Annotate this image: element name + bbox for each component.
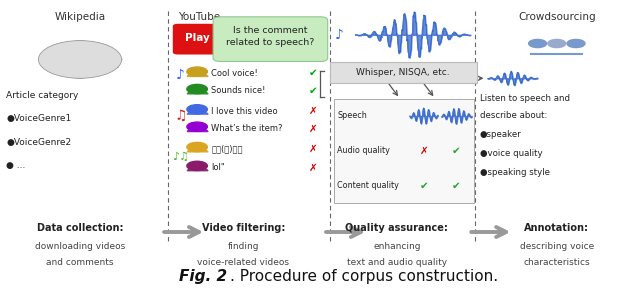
Text: Play: Play [185, 33, 209, 43]
Text: ✗: ✗ [309, 106, 318, 116]
Text: ♪♫: ♪♫ [172, 152, 189, 162]
Circle shape [529, 39, 547, 48]
Text: ✗: ✗ [419, 146, 428, 156]
Text: ♫: ♫ [174, 109, 187, 123]
Circle shape [187, 122, 207, 131]
FancyBboxPatch shape [173, 24, 221, 55]
Text: ✗: ✗ [309, 144, 318, 154]
Text: Whisper, NISQA, etc.: Whisper, NISQA, etc. [356, 68, 450, 77]
Text: Audio quality: Audio quality [337, 146, 390, 155]
Text: Is the comment
related to speech?: Is the comment related to speech? [226, 26, 315, 47]
Text: ✗: ✗ [309, 124, 318, 133]
Circle shape [187, 67, 207, 76]
Text: ✔: ✔ [309, 68, 318, 78]
Text: Annotation:: Annotation: [524, 223, 589, 233]
Text: enhancing: enhancing [373, 242, 420, 251]
Text: ●speaker: ●speaker [480, 130, 522, 139]
Text: ●voice quality: ●voice quality [480, 149, 543, 158]
Circle shape [567, 39, 585, 48]
Circle shape [548, 39, 566, 48]
Text: ♪: ♪ [176, 68, 185, 82]
Text: ✔: ✔ [309, 86, 318, 96]
Circle shape [187, 142, 207, 152]
Text: What’s the item?: What’s the item? [211, 124, 283, 133]
Circle shape [187, 84, 207, 94]
Text: finding: finding [227, 242, 259, 251]
Text: YouTube: YouTube [178, 12, 220, 22]
Text: ✔: ✔ [452, 146, 461, 156]
Text: Sounds nice!: Sounds nice! [211, 86, 266, 95]
Text: ✗: ✗ [309, 163, 318, 173]
Text: Quality assurance:: Quality assurance: [346, 223, 448, 233]
Text: Video filtering:: Video filtering: [202, 223, 285, 233]
Text: Fig. 2: Fig. 2 [179, 269, 227, 284]
Text: Wikipedia: Wikipedia [54, 12, 106, 22]
Text: Data collection:: Data collection: [36, 223, 124, 233]
FancyBboxPatch shape [330, 62, 477, 83]
Text: lol": lol" [211, 163, 225, 172]
Text: ✔: ✔ [452, 181, 461, 191]
Text: ●VoiceGenre1: ●VoiceGenre1 [6, 114, 72, 124]
Text: and comments: and comments [46, 258, 114, 267]
Text: ♪: ♪ [335, 28, 344, 42]
Text: voice-related videos: voice-related videos [197, 258, 289, 267]
FancyBboxPatch shape [213, 17, 328, 61]
Circle shape [38, 41, 122, 78]
Text: downloading videos: downloading videos [35, 242, 125, 251]
Text: Article category: Article category [6, 91, 79, 100]
Text: ✔: ✔ [419, 181, 428, 191]
Text: . Procedure of corpus construction.: . Procedure of corpus construction. [230, 269, 499, 284]
Text: Cool voice!: Cool voice! [211, 69, 258, 78]
Text: ● ...: ● ... [6, 161, 26, 170]
Text: ●speaking style: ●speaking style [480, 168, 550, 177]
Circle shape [187, 105, 207, 114]
Text: I love this video: I love this video [211, 106, 278, 116]
Text: Content quality: Content quality [337, 181, 399, 190]
Text: describing voice: describing voice [520, 242, 594, 251]
Text: text and audio quality: text and audio quality [347, 258, 447, 267]
Text: describe about:: describe about: [480, 111, 547, 121]
Text: ゜＿(ツ)＿゜: ゜＿(ツ)＿゜ [211, 144, 243, 153]
Text: Listen to speech and: Listen to speech and [480, 94, 570, 103]
Bar [334, 99, 474, 203]
Text: characteristics: characteristics [524, 258, 590, 267]
Text: ●VoiceGenre2: ●VoiceGenre2 [6, 137, 72, 147]
Circle shape [187, 161, 207, 171]
Text: Speech: Speech [337, 111, 367, 121]
Text: Crowdsourcing: Crowdsourcing [518, 12, 596, 22]
